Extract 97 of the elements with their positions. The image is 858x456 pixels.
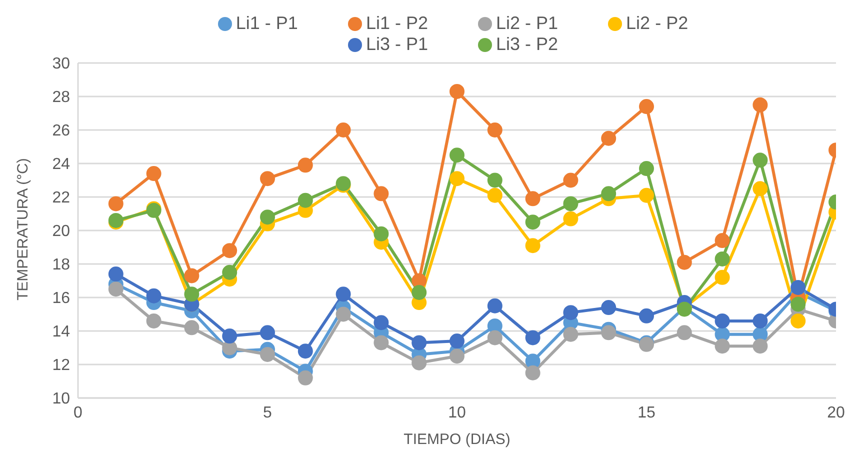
point [222, 264, 238, 280]
point [222, 328, 238, 344]
point [260, 346, 275, 362]
point [487, 188, 502, 203]
point [601, 186, 616, 202]
point [563, 305, 578, 320]
y-tick-label: 24 [52, 156, 70, 174]
point [336, 286, 351, 302]
point [525, 238, 540, 254]
y-tick-label: 26 [52, 122, 70, 140]
x-tick-label: 5 [263, 404, 272, 422]
point [639, 188, 654, 203]
point [487, 330, 502, 346]
point [450, 148, 464, 163]
y-tick-label: 12 [52, 357, 70, 374]
point [487, 172, 502, 188]
point [601, 300, 616, 316]
point [676, 325, 692, 340]
point [714, 233, 730, 248]
point [790, 296, 806, 312]
point [450, 171, 464, 186]
point [374, 186, 389, 202]
point [525, 214, 540, 230]
point [563, 326, 578, 342]
y-tick-label: 16 [52, 290, 70, 308]
point [639, 161, 654, 176]
point [450, 334, 464, 349]
point [639, 99, 654, 114]
point [563, 196, 578, 212]
point [676, 254, 692, 270]
point [374, 335, 389, 350]
point [146, 313, 162, 328]
point [298, 192, 313, 208]
point [184, 268, 200, 284]
point [450, 84, 464, 99]
y-tick-label: 20 [52, 223, 70, 240]
point [260, 325, 275, 340]
point [752, 152, 768, 168]
point [298, 344, 313, 359]
point [412, 355, 427, 370]
y-tick-label: 22 [52, 190, 70, 207]
point [752, 338, 768, 354]
x-axis-title: TIEMPO (DIAS) [404, 431, 510, 448]
legend-label: Li2 - P2 [626, 13, 688, 33]
point [260, 171, 275, 186]
point [146, 166, 162, 182]
point [336, 122, 351, 138]
legend-label: Li2 - P1 [496, 13, 558, 33]
y-axis-title: TEMPERATURA (°C) [14, 158, 32, 300]
point [639, 308, 654, 324]
point [260, 210, 275, 225]
x-tick-label: 15 [638, 404, 656, 422]
point [412, 335, 427, 350]
point [374, 315, 389, 330]
point [336, 306, 351, 322]
point [487, 122, 502, 138]
y-tick-label: 30 [52, 56, 70, 73]
point [752, 313, 768, 328]
point [184, 286, 200, 302]
y-tick-label: 14 [52, 324, 70, 341]
point [525, 365, 540, 380]
legend-label: Li1 - P1 [236, 13, 298, 33]
point [563, 211, 578, 226]
y-tick-label: 10 [52, 390, 70, 408]
point [298, 158, 313, 173]
legend-label: Li3 - P1 [366, 34, 428, 54]
point [714, 338, 730, 354]
point [752, 181, 768, 196]
point [108, 282, 124, 297]
point [563, 172, 578, 188]
point [790, 280, 806, 295]
x-tick-label: 10 [448, 404, 466, 422]
point [108, 196, 124, 212]
point [525, 330, 540, 346]
point [525, 191, 540, 206]
point [108, 266, 124, 282]
point [790, 313, 806, 328]
point [374, 226, 389, 242]
point [714, 313, 730, 328]
y-tick-label: 28 [52, 89, 70, 106]
point [752, 97, 768, 112]
point [714, 270, 730, 285]
point [184, 320, 200, 336]
legend-label: Li3 - P2 [496, 34, 558, 54]
legend-label: Li1 - P2 [366, 13, 428, 33]
x-tick-label: 0 [74, 404, 83, 422]
point [714, 251, 730, 266]
y-tick-label: 18 [52, 256, 70, 274]
point [450, 348, 464, 364]
point [146, 288, 162, 304]
point [298, 370, 313, 386]
x-tick-label: 20 [827, 404, 845, 422]
point [601, 130, 616, 146]
point [412, 284, 427, 300]
point [487, 298, 502, 314]
point [601, 325, 616, 340]
point [222, 243, 238, 258]
